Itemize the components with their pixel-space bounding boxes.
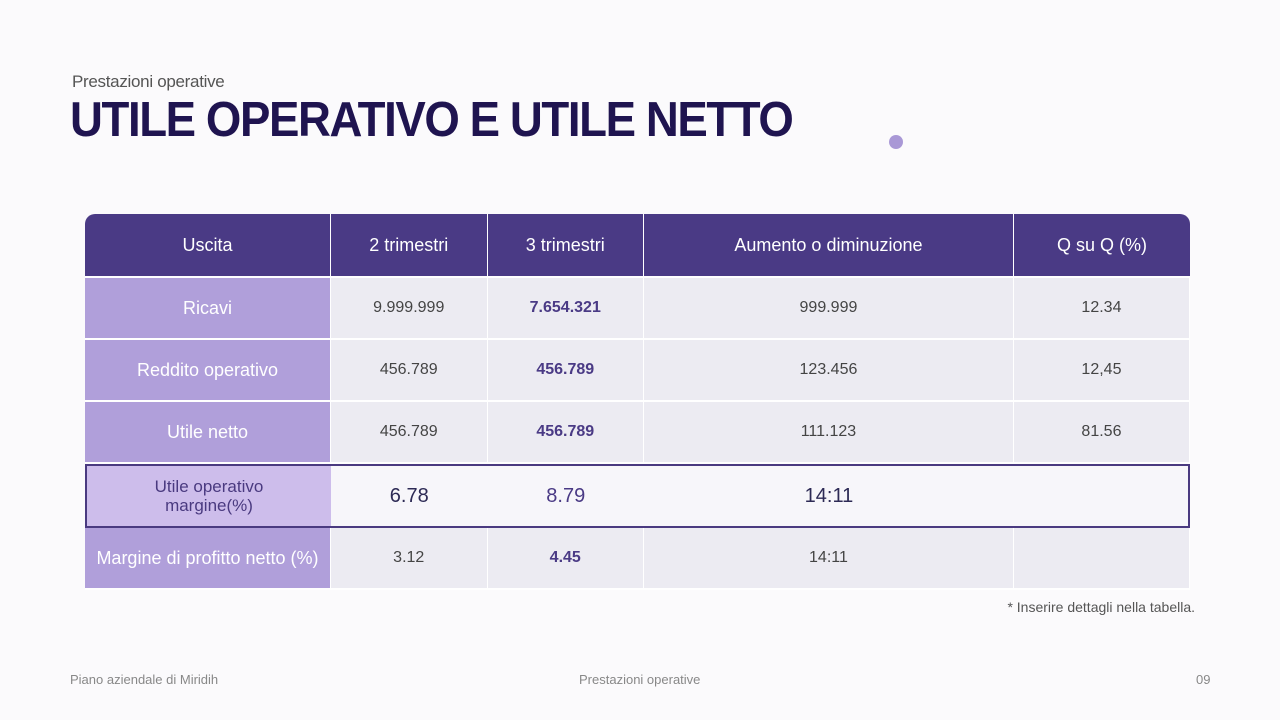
table-cell: 4.45 bbox=[487, 528, 644, 590]
table-row: Utile netto 456.789 456.789 111.123 81.5… bbox=[85, 402, 1190, 464]
table-cell: 12.34 bbox=[1013, 278, 1190, 340]
table-cell: 456.789 bbox=[487, 340, 644, 402]
highlighted-table-row: Utile operativo margine(%) 6.78 8.79 14:… bbox=[85, 464, 1190, 528]
table-row: Margine di profitto netto (%) 3.12 4.45 … bbox=[85, 528, 1190, 590]
table-cell: 3.12 bbox=[331, 528, 488, 590]
table-cell: 111.123 bbox=[644, 402, 1014, 464]
column-header: Aumento o diminuzione bbox=[644, 214, 1014, 278]
table-cell: 81.56 bbox=[1013, 402, 1190, 464]
table-cell: 14:11 bbox=[644, 528, 1014, 590]
table-row: Ricavi 9.999.999 7.654.321 999.999 12.34 bbox=[85, 278, 1190, 340]
slide-title: UTILE OPERATIVO E UTILE NETTO bbox=[70, 93, 794, 147]
table-cell bbox=[1013, 464, 1190, 528]
row-label: Reddito operativo bbox=[85, 340, 331, 402]
table-cell: 14:11 bbox=[644, 464, 1014, 528]
footer-left: Piano aziendale di Miridih bbox=[70, 672, 219, 687]
column-header: 3 trimestri bbox=[487, 214, 644, 278]
table-cell: 8.79 bbox=[487, 464, 644, 528]
table-cell: 12,45 bbox=[1013, 340, 1190, 402]
row-label: Margine di profitto netto (%) bbox=[85, 528, 331, 590]
table-cell: 456.789 bbox=[331, 402, 488, 464]
table-cell: 7.654.321 bbox=[487, 278, 644, 340]
table-cell: 6.78 bbox=[331, 464, 488, 528]
page-number: 09 bbox=[1196, 672, 1211, 687]
row-label: Utile operativo margine(%) bbox=[85, 464, 331, 528]
table-cell bbox=[1013, 528, 1190, 590]
table-cell: 999.999 bbox=[644, 278, 1014, 340]
decorative-dot bbox=[889, 135, 903, 149]
table-cell: 456.789 bbox=[331, 340, 488, 402]
footer-center: Prestazioni operative bbox=[579, 672, 701, 687]
table-note: * Inserire dettagli nella tabella. bbox=[1007, 599, 1195, 615]
column-header: 2 trimestri bbox=[331, 214, 488, 278]
column-header: Q su Q (%) bbox=[1013, 214, 1190, 278]
column-header: Uscita bbox=[85, 214, 331, 278]
table-cell: 456.789 bbox=[487, 402, 644, 464]
table-row: Reddito operativo 456.789 456.789 123.45… bbox=[85, 340, 1190, 402]
table-cell: 9.999.999 bbox=[331, 278, 488, 340]
row-label: Ricavi bbox=[85, 278, 331, 340]
slide-subtitle: Prestazioni operative bbox=[72, 72, 225, 91]
data-table: Uscita 2 trimestri 3 trimestri Aumento o… bbox=[85, 214, 1190, 590]
table-cell: 123.456 bbox=[644, 340, 1014, 402]
row-label: Utile netto bbox=[85, 402, 331, 464]
row-label-text: Utile operativo margine(%) bbox=[154, 477, 264, 515]
header-row: Uscita 2 trimestri 3 trimestri Aumento o… bbox=[85, 214, 1190, 278]
